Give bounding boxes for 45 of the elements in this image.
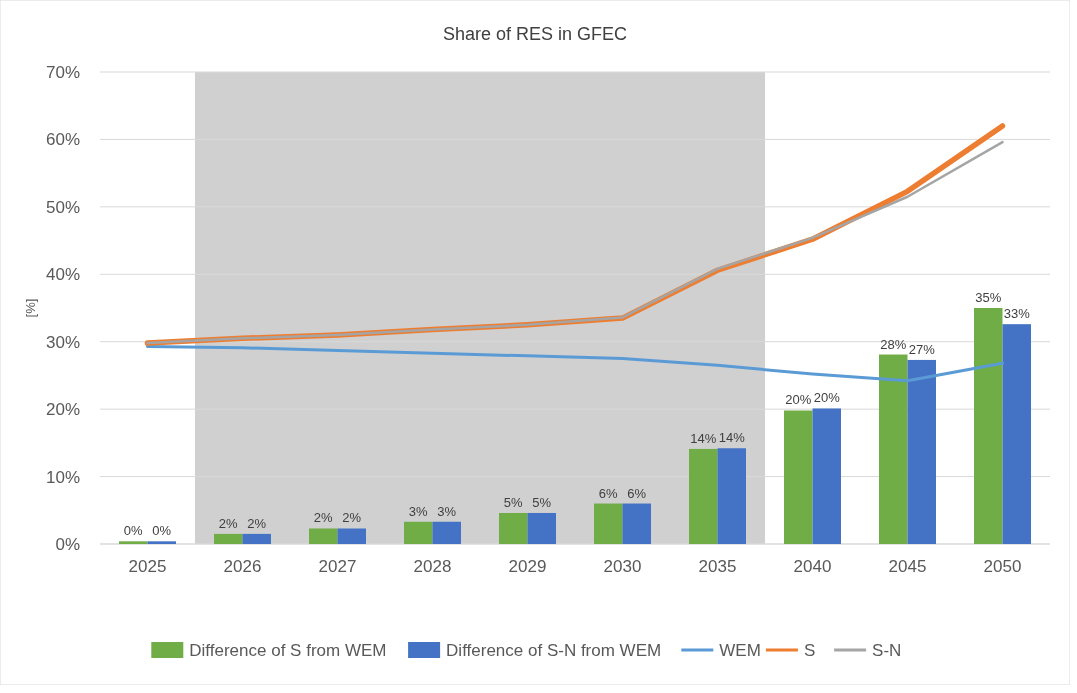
x-tick-label: 2030 — [603, 557, 642, 576]
data-label: 5% — [532, 494, 552, 510]
data-label: 0% — [123, 523, 144, 539]
data-label: 27% — [908, 341, 936, 357]
chart-title: Share of RES in GFEC — [442, 24, 628, 44]
data-label: 14% — [718, 430, 746, 446]
x-tick-label: 2040 — [793, 557, 832, 576]
y-tick-label: 10% — [45, 467, 80, 487]
data-label: 3% — [437, 503, 457, 519]
data-label: 2% — [247, 515, 267, 531]
y-tick-label: 40% — [45, 265, 80, 285]
legend-label: S — [803, 641, 816, 660]
x-tick-label: 2028 — [413, 557, 452, 576]
y-tick-label: 20% — [45, 400, 80, 420]
x-tick-label: 2027 — [318, 557, 357, 576]
legend-label: WEM — [719, 641, 761, 660]
data-label: 14% — [690, 430, 717, 446]
data-label: 6% — [598, 485, 619, 501]
data-label: 35% — [975, 290, 1002, 305]
y-tick-label: 70% — [45, 63, 80, 82]
y-tick-label: 60% — [45, 130, 80, 150]
y-axis-title: [%] — [23, 298, 38, 318]
data-label: 20% — [813, 390, 841, 406]
data-label: 3% — [408, 503, 429, 519]
x-tick-label: 2045 — [888, 557, 927, 576]
data-label: 20% — [785, 392, 812, 408]
data-label: 28% — [880, 336, 907, 352]
data-label: 6% — [627, 485, 647, 501]
x-tick-label: 2025 — [128, 557, 167, 576]
data-label: 33% — [1003, 306, 1031, 322]
legend-label: Difference of S-N from WEM — [446, 641, 662, 660]
x-tick-label: 2029 — [508, 557, 547, 576]
y-tick-label: 0% — [55, 535, 80, 554]
data-label: 2% — [313, 510, 334, 526]
legend-label: Difference of S from WEM — [189, 641, 387, 660]
x-tick-label: 2026 — [223, 557, 262, 576]
legend-label: S-N — [872, 641, 902, 660]
x-tick-label: 2035 — [698, 557, 737, 576]
data-label: 5% — [503, 494, 524, 510]
data-label: 2% — [342, 510, 362, 526]
data-label: 2% — [218, 515, 239, 531]
y-tick-label: 30% — [45, 332, 80, 352]
x-tick-label: 2050 — [983, 557, 1022, 576]
y-tick-label: 50% — [45, 197, 80, 217]
data-label: 0% — [152, 523, 172, 539]
